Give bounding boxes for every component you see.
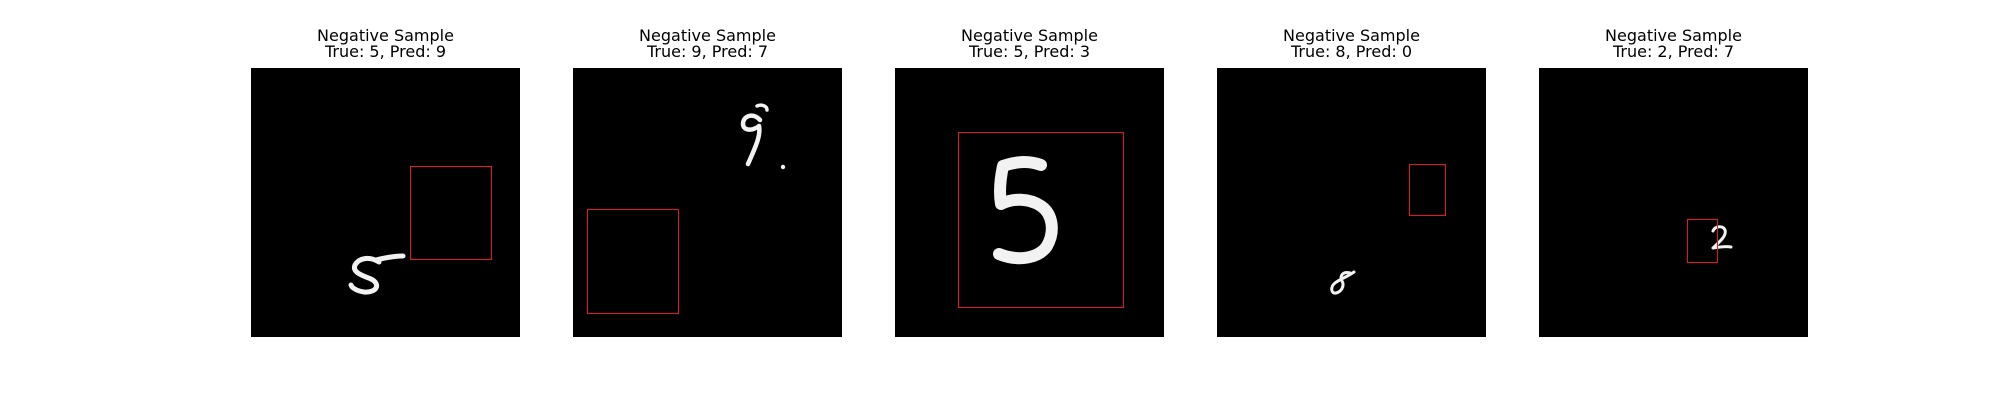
panel-title-line2: True: 5, Pred: 3 (855, 44, 1204, 60)
sample-panel-5: Negative Sample True: 2, Pred: 7 (1539, 0, 1808, 400)
digit-image (251, 68, 520, 337)
prediction-bbox (587, 209, 679, 314)
panel-title: Negative Sample True: 5, Pred: 3 (855, 28, 1204, 60)
panel-title-line2: True: 5, Pred: 9 (211, 44, 560, 60)
sample-panel-1: Negative Sample True: 5, Pred: 9 (251, 0, 520, 400)
sample-panel-2: Negative Sample True: 9, Pred: 7 (573, 0, 842, 400)
panel-title: Negative Sample True: 2, Pred: 7 (1499, 28, 1848, 60)
digit-image (895, 68, 1164, 337)
digit-image (1217, 68, 1486, 337)
sample-panel-3: Negative Sample True: 5, Pred: 3 (895, 0, 1164, 400)
digit-glyph-2 (1539, 68, 1808, 337)
prediction-bbox (958, 132, 1124, 308)
panel-title-line2: True: 8, Pred: 0 (1177, 44, 1526, 60)
prediction-bbox (410, 166, 492, 260)
digit-image (573, 68, 842, 337)
panel-title: Negative Sample True: 8, Pred: 0 (1177, 28, 1526, 60)
panel-title: Negative Sample True: 5, Pred: 9 (211, 28, 560, 60)
panel-title-line2: True: 2, Pred: 7 (1499, 44, 1848, 60)
digit-image (1539, 68, 1808, 337)
panel-title: Negative Sample True: 9, Pred: 7 (533, 28, 882, 60)
prediction-bbox (1687, 219, 1718, 263)
sample-panel-4: Negative Sample True: 8, Pred: 0 (1217, 0, 1486, 400)
panel-title-line2: True: 9, Pred: 7 (533, 44, 882, 60)
prediction-bbox (1409, 164, 1446, 216)
